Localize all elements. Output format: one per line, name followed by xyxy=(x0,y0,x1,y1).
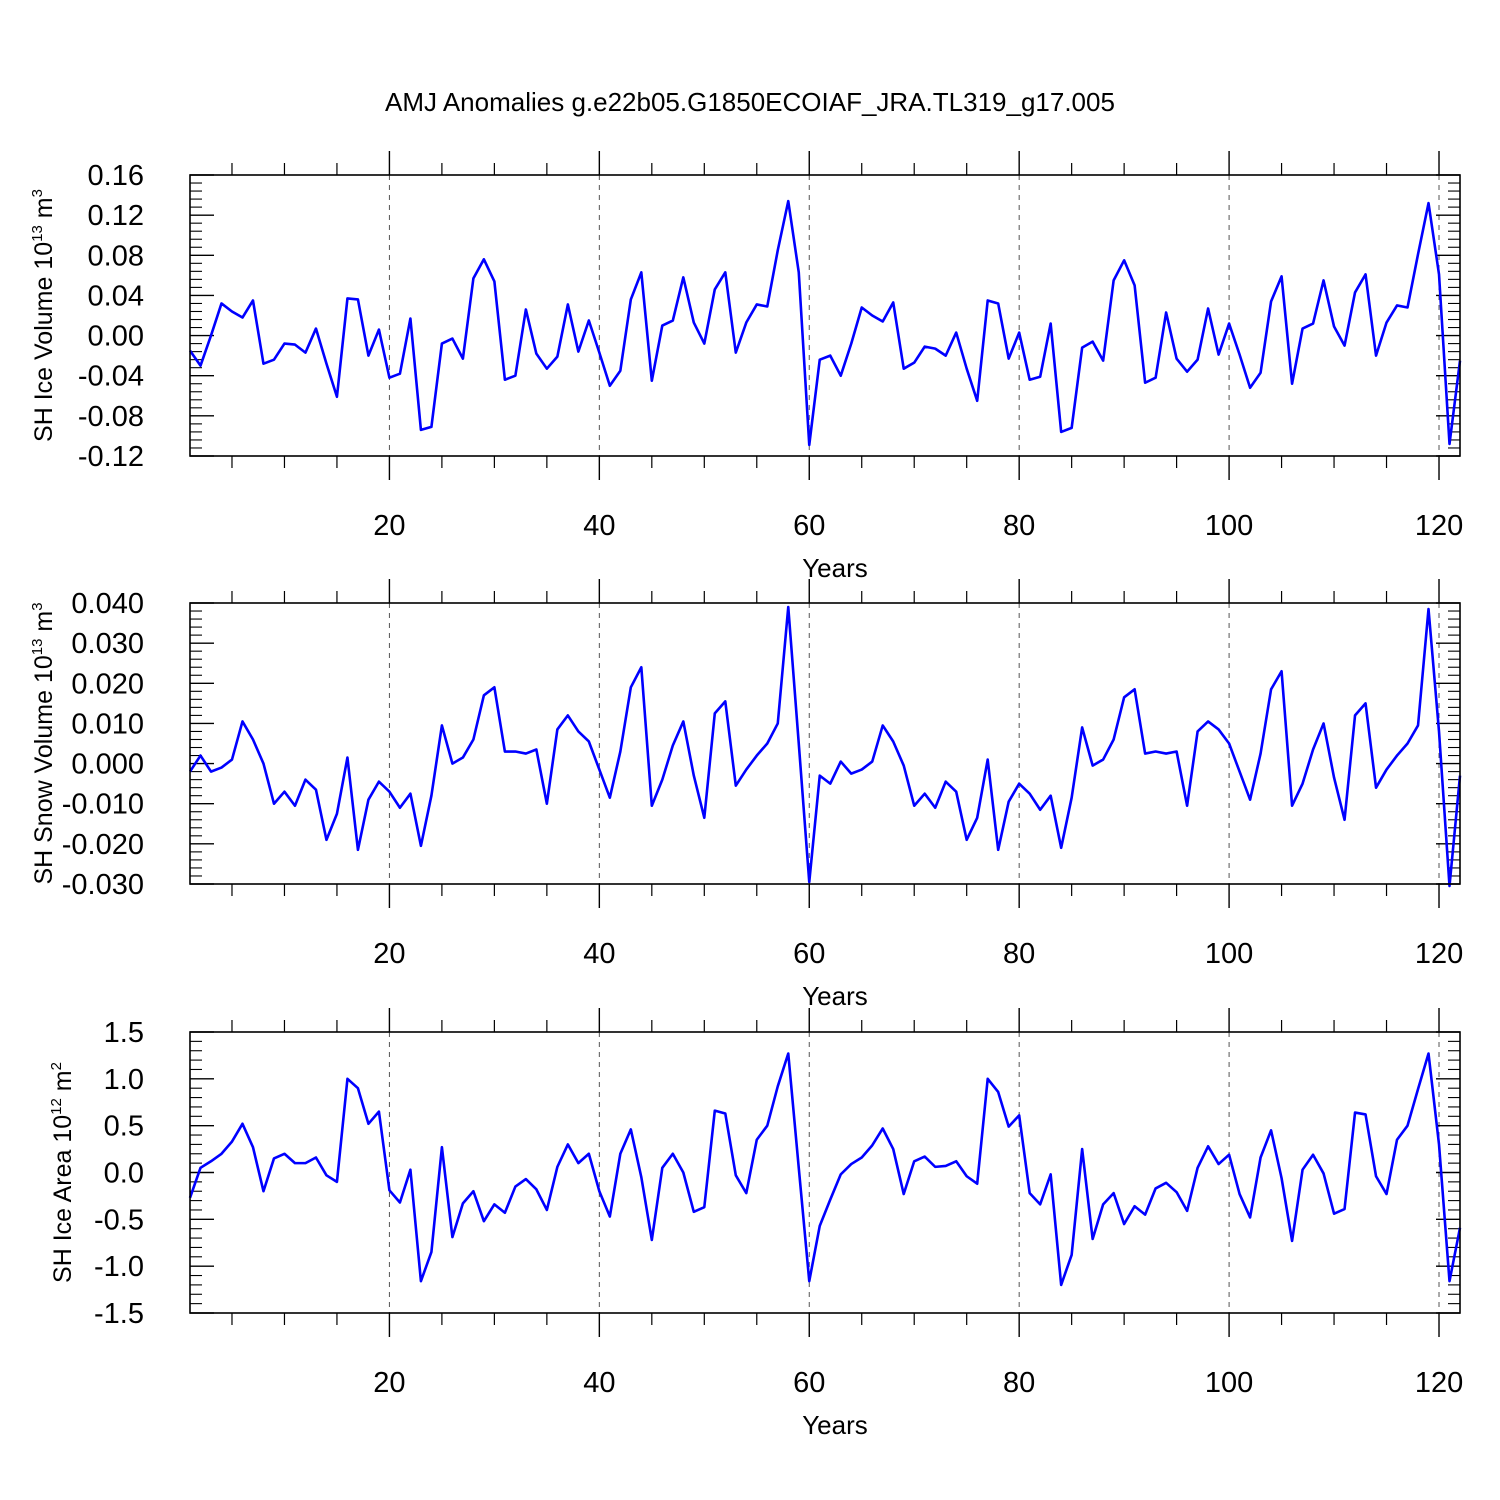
y-tick-label: -1.0 xyxy=(94,1251,144,1283)
panel-2: 20 40 60 80 100 120 -0.030 -0.020 -0.010 0.000 0.0… xyxy=(29,579,1463,1011)
y-axis-label-unit-exponent: 3 xyxy=(29,602,46,610)
y-axis-label-text: SH Snow Volume 10 xyxy=(30,655,58,884)
x-tick-label: 120 xyxy=(1415,1367,1463,1399)
y-tick-label: 0.010 xyxy=(71,708,144,740)
figure-title: AMJ Anomalies g.e22b05.G1850ECOIAF_JRA.T… xyxy=(385,87,1115,117)
plot-frame xyxy=(189,1031,1461,1314)
x-axis-label: Years xyxy=(802,981,868,1011)
y-tick-label: 0.08 xyxy=(88,240,144,272)
y-tick-label: 0.00 xyxy=(88,321,144,353)
x-axis-label: Years xyxy=(802,553,868,583)
y-axis-label: SH Ice Area 1012 m2 xyxy=(48,1062,77,1283)
y-axis-label: SH Snow Volume 1013 m3 xyxy=(29,602,58,884)
y-axis-label-unit-exponent: 2 xyxy=(48,1062,65,1070)
y-tick-label: 1.0 xyxy=(104,1064,144,1096)
x-tick-label: 60 xyxy=(793,1367,825,1399)
y-tick-label: 0.000 xyxy=(71,749,144,781)
y-tick-label: 0.04 xyxy=(88,280,144,312)
y-tick-label: -0.08 xyxy=(78,401,144,433)
y-tick-label: -0.5 xyxy=(94,1204,144,1236)
y-tick-label: 0.030 xyxy=(71,628,144,660)
y-axis-label-exponent: 13 xyxy=(29,225,46,242)
y-tick-label: -0.030 xyxy=(62,869,144,901)
y-tick-label: 0.020 xyxy=(71,668,144,700)
plot-frame xyxy=(189,174,1461,457)
y-tick-label: 0.16 xyxy=(88,160,144,192)
data-series-line xyxy=(188,199,1462,447)
y-tick-label: 0.12 xyxy=(88,200,144,232)
data-series-line xyxy=(188,1052,1462,1287)
y-tick-label: -0.12 xyxy=(78,441,144,473)
x-tick-label: 120 xyxy=(1415,938,1463,970)
y-tick-label: -0.020 xyxy=(62,829,144,861)
y-tick-label: -0.04 xyxy=(78,361,144,393)
plot-frame xyxy=(189,602,1461,885)
x-tick-label: 80 xyxy=(1003,510,1035,542)
y-axis-label: SH Ice Volume 1013 m3 xyxy=(29,189,58,442)
y-axis-label-unit-exponent: 3 xyxy=(29,189,46,197)
x-tick-label: 100 xyxy=(1205,1367,1253,1399)
x-tick-label: 20 xyxy=(373,938,405,970)
x-tick-label: 80 xyxy=(1003,938,1035,970)
panel-1: 20 40 60 80 100 120 -0.12 -0.08 -0.04 0.00 0.04 0.0… xyxy=(29,151,1463,583)
x-tick-label: 20 xyxy=(373,510,405,542)
x-tick-label: 40 xyxy=(583,1367,615,1399)
x-tick-label: 120 xyxy=(1415,510,1463,542)
panel-3: 20 40 60 80 100 120 -1.5 -1.0 -0.5 0.0 0.5 1.0 1.5 Ye… xyxy=(48,1008,1463,1440)
y-tick-label: -0.010 xyxy=(62,789,144,821)
x-tick-label: 60 xyxy=(793,510,825,542)
y-axis-label-exponent: 12 xyxy=(48,1098,65,1115)
x-tick-label: 100 xyxy=(1205,938,1253,970)
x-tick-label: 60 xyxy=(793,938,825,970)
y-axis-label-unit: m xyxy=(30,611,58,639)
y-tick-label: 0.5 xyxy=(104,1111,144,1143)
y-axis-label-exponent: 13 xyxy=(29,639,46,656)
y-axis-label-unit: m xyxy=(49,1070,77,1098)
x-axis-label: Years xyxy=(802,1410,868,1440)
x-tick-label: 20 xyxy=(373,1367,405,1399)
y-tick-label: -1.5 xyxy=(94,1298,144,1330)
x-tick-label: 80 xyxy=(1003,1367,1035,1399)
y-axis-label-unit: m xyxy=(30,197,58,225)
y-axis-label-text: SH Ice Volume 10 xyxy=(30,242,58,442)
data-series-line xyxy=(188,605,1462,888)
x-tick-label: 40 xyxy=(583,510,615,542)
x-tick-label: 40 xyxy=(583,938,615,970)
y-axis-label-text: SH Ice Area 10 xyxy=(49,1115,77,1283)
panels: 20 40 60 80 100 120 -0.12 -0.08 -0.04 0.00 0.04 0.0… xyxy=(29,151,1463,1440)
y-tick-label: 1.5 xyxy=(104,1017,144,1049)
x-tick-label: 100 xyxy=(1205,510,1253,542)
y-tick-label: 0.040 xyxy=(71,588,144,620)
y-tick-label: 0.0 xyxy=(104,1158,144,1190)
